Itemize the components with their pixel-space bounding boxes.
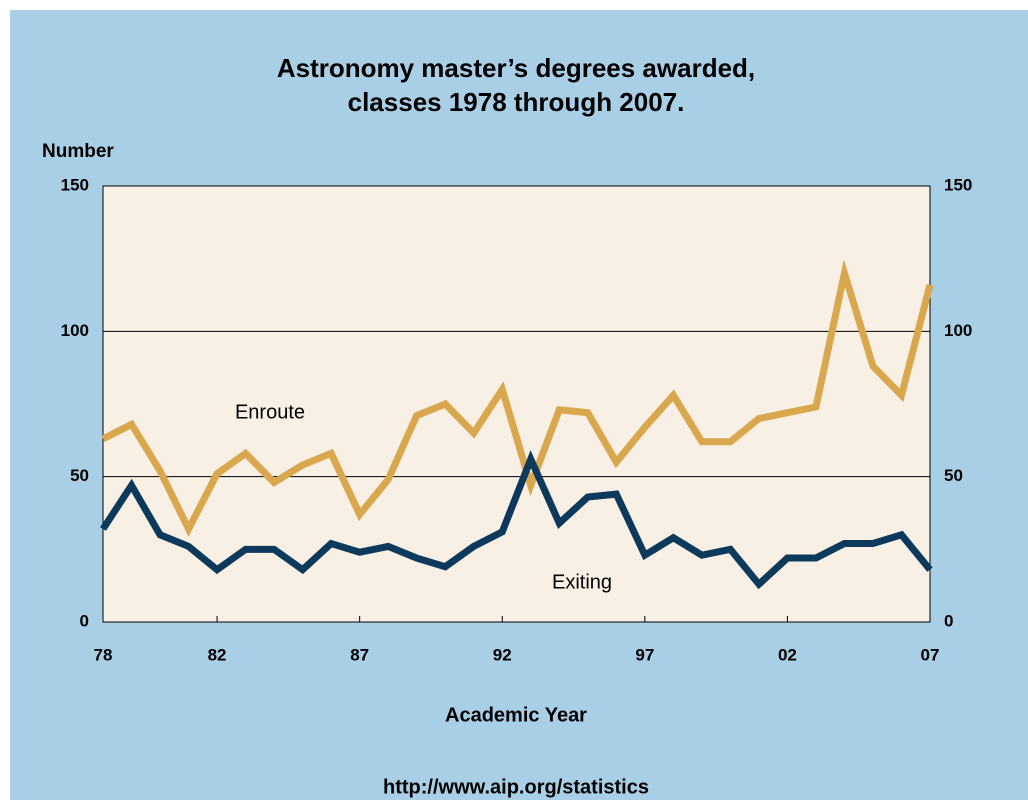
x-tick-label: 92 <box>493 645 512 664</box>
y-axis-label: Number <box>42 141 114 162</box>
x-tick-label: 87 <box>350 645 369 664</box>
y-tick-label: 50 <box>70 466 89 485</box>
y2-tick-label: 100 <box>944 321 972 340</box>
y2-tick-label: 50 <box>944 466 963 485</box>
plot-frame <box>102 185 931 623</box>
series-label: Enroute <box>235 401 305 423</box>
chart-title: classes 1978 through 2007. <box>348 87 685 117</box>
source: http://www.aip.org/statistics <box>383 776 649 798</box>
y-tick-label: 100 <box>61 321 89 340</box>
chart-title: Astronomy master’s degrees awarded, <box>277 53 755 83</box>
y2-tick-label: 0 <box>944 611 953 630</box>
x-tick-label: 02 <box>778 645 797 664</box>
x-tick-label: 78 <box>94 645 113 664</box>
x-tick-label: 07 <box>921 645 940 664</box>
y2-tick-label: 150 <box>944 175 972 194</box>
x-axis-label: Academic Year <box>445 704 587 726</box>
series-line <box>101 259 934 537</box>
series-label: Exiting <box>552 571 612 593</box>
x-tick-label: 97 <box>635 645 654 664</box>
y-tick-label: 0 <box>80 611 89 630</box>
y-tick-label: 150 <box>61 175 89 194</box>
series-line <box>100 450 933 590</box>
x-tick-label: 82 <box>208 645 227 664</box>
